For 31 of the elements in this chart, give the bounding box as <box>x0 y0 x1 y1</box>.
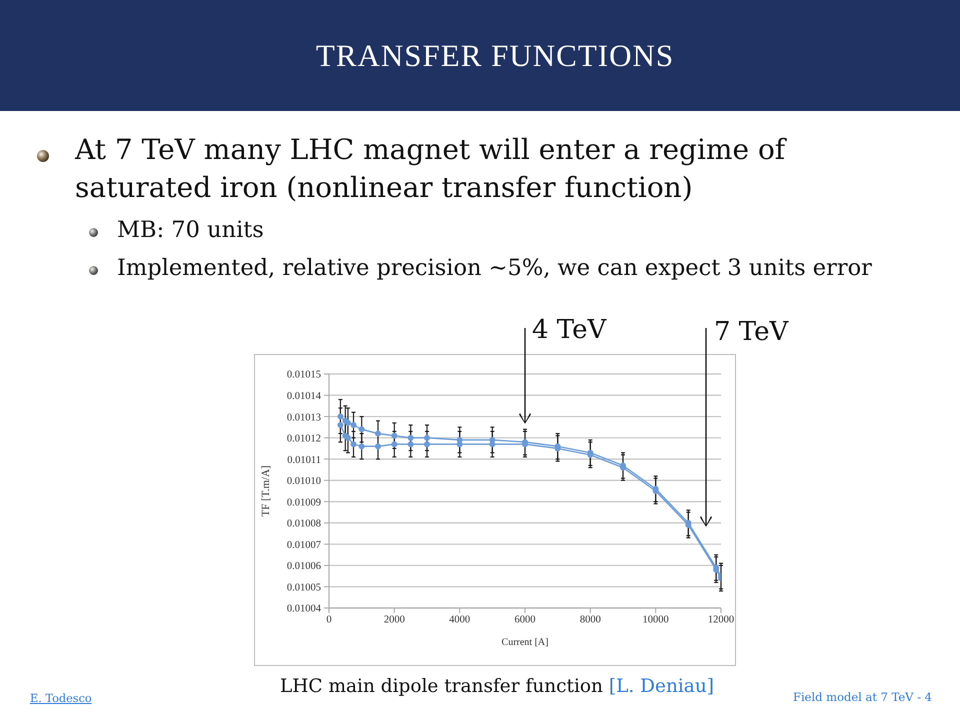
x-tick-label: 6000 <box>514 614 536 626</box>
chart-title: TRANSFER FUNCTIONS <box>314 37 676 75</box>
text: At 7 TeV many LHC magnet will enter a regime of saturated iron (nonlinear transfer function) <box>75 132 788 206</box>
y-tick-label: 0.01011 <box>287 454 321 466</box>
x-tick-label: 12000 <box>708 614 734 626</box>
y-tick-label: 0.01008 <box>286 518 321 530</box>
x-tick-label: 4000 <box>449 614 470 626</box>
y-tick-label: 0.01015 <box>286 370 321 381</box>
text: MB: 70 units <box>117 216 265 245</box>
x-tick-label: 10000 <box>642 614 669 626</box>
y-tick-label: 0.01010 <box>286 476 321 488</box>
y-tick-label: 0.01013 <box>286 412 321 424</box>
y-tick-label: 0.01012 <box>286 434 321 445</box>
x-tick-label: 8000 <box>580 614 601 626</box>
text: Field model at 7 TeV - 4 <box>793 689 932 705</box>
y-tick-label: 0.01004 <box>286 604 322 615</box>
text: [L. Deniau] <box>608 676 714 697</box>
y-tick-label: 0.01007 <box>286 540 321 551</box>
text: LHC main dipole transfer function <box>280 676 603 697</box>
x-axis-title: Current [A] <box>502 637 548 648</box>
y-axis-title: TF [T.m/A] <box>260 465 272 517</box>
text: 4 TeV <box>532 314 606 347</box>
text: 7 TeV <box>714 316 788 349</box>
y-tick-label: 0.01014 <box>286 391 322 402</box>
y-tick-label: 0.01006 <box>286 561 321 572</box>
text: Implemented, relative precision ~5%, we can expect 3 units error <box>117 254 873 283</box>
text: E. Todesco <box>30 691 92 707</box>
x-tick-label: 2000 <box>384 614 405 626</box>
y-tick-label: 0.01009 <box>286 497 321 508</box>
x-tick-label: 0 <box>326 614 332 626</box>
y-tick-label: 0.01005 <box>286 582 321 594</box>
